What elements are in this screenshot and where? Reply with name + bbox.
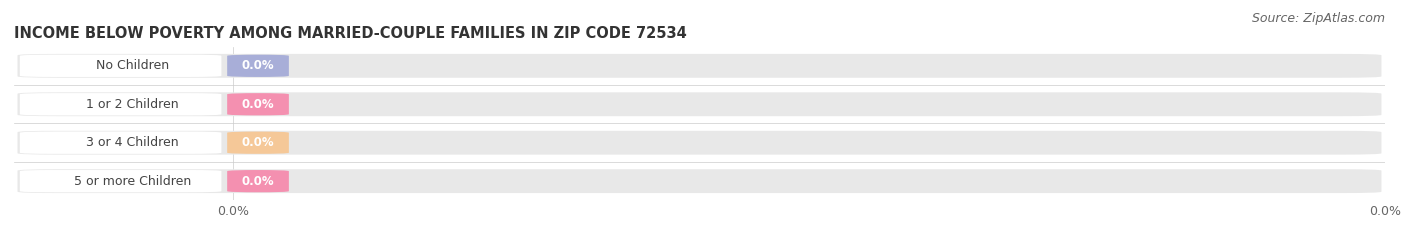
Text: 1 or 2 Children: 1 or 2 Children <box>86 98 179 111</box>
FancyBboxPatch shape <box>17 92 1382 116</box>
FancyBboxPatch shape <box>228 55 288 77</box>
FancyBboxPatch shape <box>17 131 1382 155</box>
Text: No Children: No Children <box>96 59 169 72</box>
FancyBboxPatch shape <box>20 132 221 154</box>
FancyBboxPatch shape <box>20 93 221 115</box>
FancyBboxPatch shape <box>228 170 288 192</box>
Text: 5 or more Children: 5 or more Children <box>73 175 191 188</box>
FancyBboxPatch shape <box>20 170 221 192</box>
Text: 3 or 4 Children: 3 or 4 Children <box>86 136 179 149</box>
FancyBboxPatch shape <box>228 132 288 154</box>
Text: Source: ZipAtlas.com: Source: ZipAtlas.com <box>1251 12 1385 25</box>
FancyBboxPatch shape <box>228 93 288 115</box>
FancyBboxPatch shape <box>20 55 221 77</box>
Text: 0.0%: 0.0% <box>242 136 274 149</box>
Text: INCOME BELOW POVERTY AMONG MARRIED-COUPLE FAMILIES IN ZIP CODE 72534: INCOME BELOW POVERTY AMONG MARRIED-COUPL… <box>14 26 686 41</box>
Text: 0.0%: 0.0% <box>242 59 274 72</box>
Text: 0.0%: 0.0% <box>242 175 274 188</box>
FancyBboxPatch shape <box>17 169 1382 193</box>
Text: 0.0%: 0.0% <box>242 98 274 111</box>
FancyBboxPatch shape <box>17 54 1382 78</box>
